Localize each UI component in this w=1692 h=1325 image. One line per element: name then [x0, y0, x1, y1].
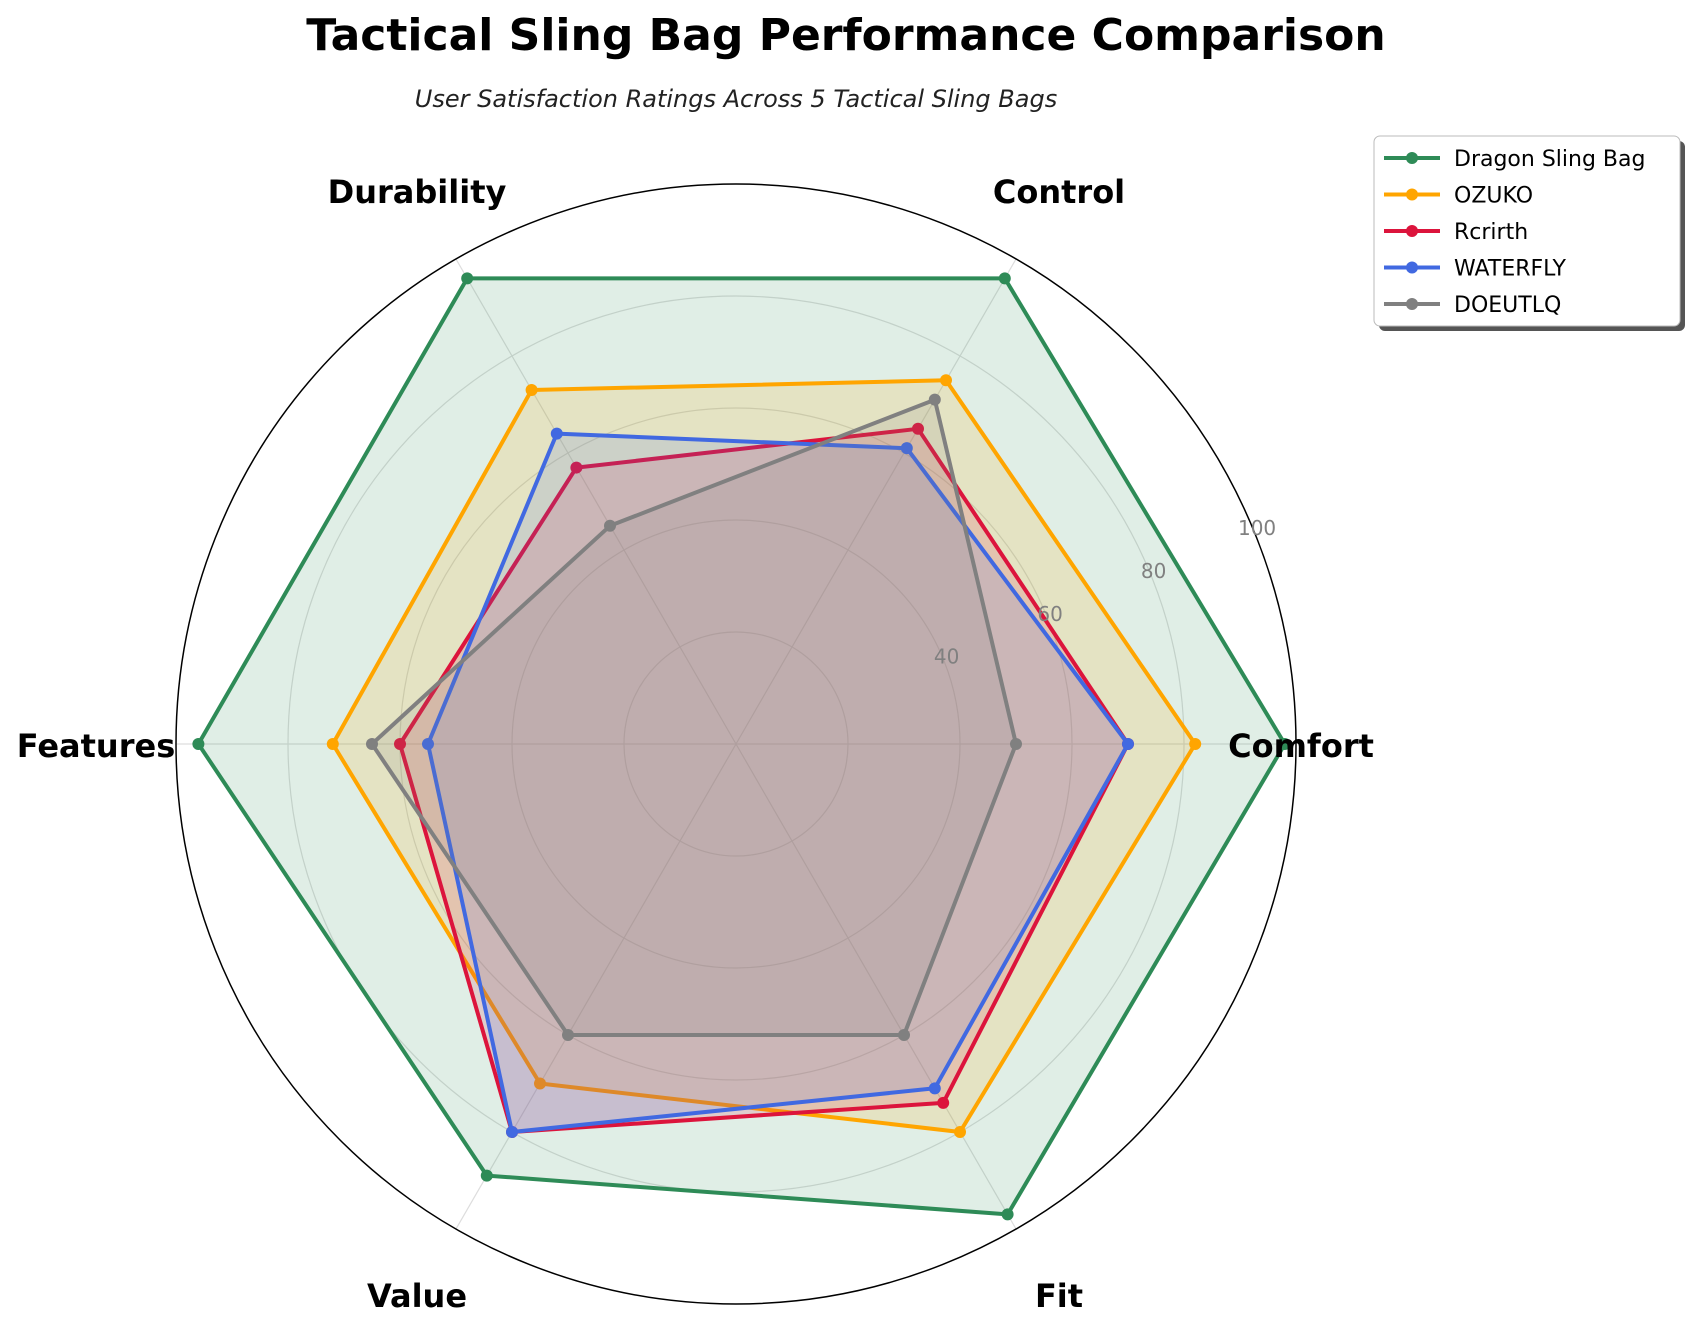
- series-layer: [192, 272, 1291, 1221]
- legend-marker: [1406, 225, 1418, 237]
- series-point: [525, 383, 538, 396]
- axis-label-comfort: Comfort: [1228, 727, 1374, 765]
- series-point: [570, 461, 583, 474]
- series-rcrirth: [394, 422, 1134, 1138]
- series-area: [400, 428, 1128, 1132]
- grid-spoke: [455, 743, 737, 1230]
- series-point: [954, 1125, 966, 1138]
- grid-spoke: [455, 258, 737, 745]
- series-point: [422, 738, 434, 750]
- axis-label-durability: Durability: [328, 173, 507, 211]
- outer-ring: [175, 183, 1297, 1305]
- series-area: [332, 380, 1196, 1132]
- series-doeutlq: [366, 393, 1022, 1041]
- axis-labels: Comfort Control Durability Features Value Fit: [17, 173, 1374, 1315]
- series-point: [998, 272, 1011, 285]
- series-point: [898, 1028, 910, 1041]
- series-point: [937, 1096, 950, 1109]
- series-point: [192, 738, 205, 750]
- series-point: [480, 1169, 493, 1182]
- legend-box: [1373, 135, 1681, 327]
- series-point: [940, 374, 952, 387]
- series-point: [1001, 1208, 1014, 1221]
- series-point: [534, 1077, 546, 1090]
- series-point: [461, 272, 474, 285]
- legend-marker: [1406, 152, 1418, 164]
- axis-label-value: Value: [367, 1277, 467, 1315]
- tick-label: 100: [1238, 516, 1276, 540]
- series-point: [394, 738, 406, 750]
- series-point: [550, 427, 563, 440]
- legend-entry: WATERFLY: [1454, 257, 1567, 282]
- series-point: [900, 442, 913, 455]
- tick-label: 80: [1141, 559, 1166, 583]
- series-area: [372, 399, 1016, 1035]
- series-point: [928, 393, 941, 406]
- series-point: [366, 738, 378, 750]
- tick-labels: 40 60 80 100: [934, 516, 1276, 669]
- series-area: [428, 433, 1128, 1133]
- series-point: [326, 738, 339, 750]
- series-point: [1189, 738, 1202, 750]
- series-point: [928, 1082, 941, 1095]
- axis-label-control: Control: [993, 173, 1125, 211]
- grid-spoke: [735, 258, 1017, 745]
- legend-entry: OZUKO: [1454, 184, 1533, 209]
- legend-marker: [1406, 261, 1418, 274]
- legend-marker: [1406, 188, 1418, 201]
- series-point: [562, 1028, 574, 1041]
- legend: Dragon Sling Bag OZUKO Rcrirth WATERFLY DOEU…: [1373, 135, 1685, 331]
- legend-entry: DOEUTLQ: [1454, 293, 1561, 318]
- series-point: [1010, 738, 1022, 750]
- chart-subtitle: User Satisfaction Ratings Across 5 Tacti…: [415, 85, 1057, 113]
- series-point: [1122, 738, 1134, 750]
- series-point: [506, 1125, 518, 1138]
- series-point: [912, 422, 924, 435]
- legend-entry: Rcrirth: [1454, 220, 1528, 245]
- series-ozuko: [326, 374, 1202, 1138]
- series-waterfly: [422, 427, 1134, 1138]
- legend-marker: [1406, 298, 1418, 310]
- tick-label: 40: [934, 645, 959, 669]
- tick-label: 60: [1037, 602, 1062, 626]
- series-point: [1278, 738, 1291, 750]
- axis-label-fit: Fit: [1035, 1277, 1083, 1315]
- radar-grid: [175, 183, 1297, 1305]
- legend-entry: Dragon Sling Bag: [1454, 147, 1645, 172]
- grid-spoke: [735, 743, 1017, 1230]
- chart-title: Tactical Sling Bag Performance Compariso…: [306, 10, 1385, 61]
- axis-label-features: Features: [17, 727, 175, 765]
- series-point: [604, 519, 616, 532]
